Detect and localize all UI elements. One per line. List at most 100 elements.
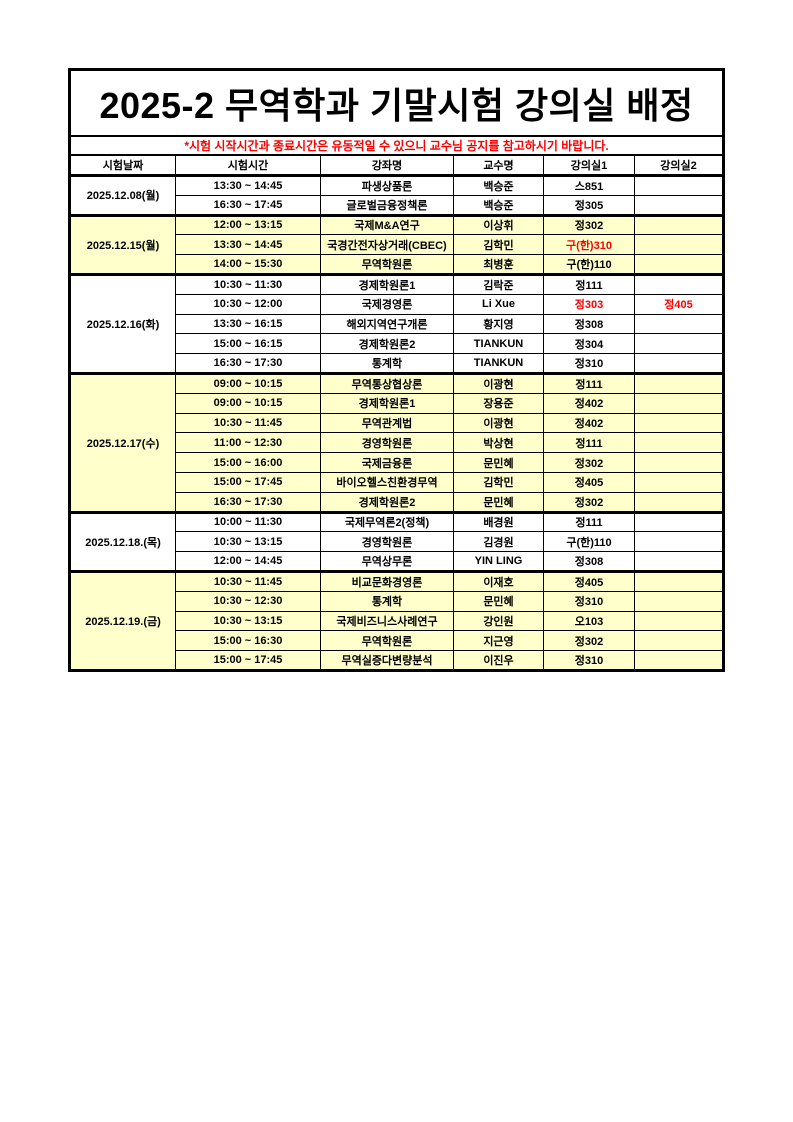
table-row: 10:30 ~ 12:00 국제경영론 Li Xue 정303 정405 — [70, 293, 725, 315]
course-cell: 무역학원론 — [320, 254, 454, 275]
schedule-sheet: 2025-2 무역학과 기말시험 강의실 배정 *시험 시작시간과 종료시간은 … — [68, 68, 726, 672]
table-row: 2025.12.18.(목) 10:00 ~ 11:30 국제무역론2(정책) 배경원… — [69, 510, 725, 572]
room2-cell — [633, 471, 725, 493]
professor-cell: 김경원 — [453, 531, 544, 553]
time-cell: 15:00 ~ 17:45 — [175, 650, 321, 671]
table-row: 15:00 ~ 17:45 무역실증다변량분석 이진우 정310 — [70, 650, 725, 671]
course-cell: 무역학원론 — [320, 630, 454, 652]
time-cell: 15:00 ~ 16:15 — [175, 333, 321, 355]
time-cell: 16:30 ~ 17:30 — [175, 353, 321, 374]
course-cell: 통계학 — [320, 353, 454, 374]
room2-cell — [633, 174, 725, 196]
professor-cell: Li Xue — [453, 293, 544, 315]
room1-cell: 정303 — [543, 293, 635, 315]
table-row: 2025.12.08(월) 13:30 ~ 14:45 파생상품론 백승준 스851 — [69, 174, 725, 216]
professor-cell: 백승준 — [453, 174, 544, 196]
time-cell: 15:00 ~ 17:45 — [175, 471, 321, 493]
course-cell: 무역상무론 — [320, 551, 454, 572]
column-header-3: 교수명 — [453, 154, 544, 177]
date-cell: 2025.12.16(화) — [69, 272, 176, 374]
professor-cell: 김락준 — [453, 272, 544, 295]
room1-cell: 스851 — [543, 174, 635, 196]
table-row: 13:30 ~ 14:45 국경간전자상거래(CBEC) 김학민 구(한)310 — [70, 234, 725, 256]
room1-cell: 구(한)110 — [543, 531, 635, 553]
notice-row: *시험 시작시간과 종료시간은 유동적일 수 있으니 교수님 공지를 참고하시기… — [68, 135, 725, 156]
time-cell: 12:00 ~ 13:15 — [175, 213, 321, 236]
time-cell: 10:30 ~ 12:30 — [175, 590, 321, 612]
professor-cell: 이상휘 — [453, 213, 544, 236]
table-row: 15:00 ~ 17:45 바이오헬스친환경무역 김학민 정405 — [70, 471, 725, 493]
date-cell: 2025.12.18.(목) — [69, 510, 176, 572]
table-row: 16:30 ~ 17:30 통계학 TIANKUN 정310 — [70, 353, 725, 374]
professor-cell: 장용준 — [453, 392, 544, 414]
room1-cell: 정405 — [543, 471, 635, 493]
date-cell: 2025.12.17(수) — [69, 371, 176, 513]
room1-cell: 정310 — [543, 590, 635, 612]
time-cell: 13:30 ~ 14:45 — [175, 174, 321, 196]
room2-cell: 정405 — [633, 293, 725, 315]
date-cell: 2025.12.08(월) — [69, 174, 176, 216]
professor-cell: 백승준 — [453, 194, 544, 216]
room1-cell: 정305 — [543, 194, 635, 216]
room2-cell — [633, 569, 725, 592]
time-cell: 10:30 ~ 11:30 — [175, 272, 321, 295]
time-cell: 10:30 ~ 13:15 — [175, 531, 321, 553]
table-row: 10:30 ~ 11:45 무역관계법 이광현 정402 — [70, 412, 725, 434]
room2-cell — [633, 432, 725, 454]
room1-cell: 정302 — [543, 491, 635, 513]
professor-cell: 황지영 — [453, 313, 544, 335]
time-cell: 16:30 ~ 17:45 — [175, 194, 321, 216]
time-cell: 14:00 ~ 15:30 — [175, 254, 321, 275]
room2-cell — [633, 353, 725, 374]
room1-cell: 정302 — [543, 630, 635, 652]
title-row: 2025-2 무역학과 기말시험 강의실 배정 — [68, 69, 725, 137]
professor-cell: 이광현 — [453, 412, 544, 434]
course-cell: 무역통상협상론 — [320, 371, 454, 394]
time-cell: 15:00 ~ 16:30 — [175, 630, 321, 652]
room2-cell — [633, 412, 725, 434]
room1-cell: 정402 — [543, 412, 635, 434]
professor-cell: 박상현 — [453, 432, 544, 454]
room1-cell: 정310 — [543, 650, 635, 671]
room2-cell — [633, 630, 725, 652]
table-row: 15:00 ~ 16:00 국제금융론 문민혜 정302 — [70, 452, 725, 473]
professor-cell: 지근영 — [453, 630, 544, 652]
room1-cell: 정302 — [543, 452, 635, 473]
time-cell: 10:30 ~ 12:00 — [175, 293, 321, 315]
course-cell: 경제학원론2 — [320, 491, 454, 513]
room2-cell — [633, 551, 725, 572]
time-cell: 13:30 ~ 16:15 — [175, 313, 321, 335]
table-row: 2025.12.19.(금) 10:30 ~ 11:45 비교문화경영론 이재호 정40… — [69, 569, 725, 671]
room2-cell — [633, 590, 725, 612]
room1-cell: 구(한)310 — [543, 234, 635, 256]
time-cell: 10:30 ~ 11:45 — [175, 412, 321, 434]
professor-cell: 문민혜 — [453, 590, 544, 612]
table-row: 15:00 ~ 16:15 경제학원론2 TIANKUN 정304 — [70, 333, 725, 355]
notice-text: *시험 시작시간과 종료시간은 유동적일 수 있으니 교수님 공지를 참고하시기… — [68, 135, 725, 156]
room1-cell: 정405 — [543, 569, 635, 592]
table-row: 10:30 ~ 13:15 국제비즈니스사례연구 강인원 오103 — [70, 610, 725, 632]
table-row: 14:00 ~ 15:30 무역학원론 최병훈 구(한)110 — [70, 254, 725, 275]
header-row: 시험날짜 시험시간 강좌명 교수명 강의실1 강의실2 — [69, 154, 725, 177]
schedule-table: 2025-2 무역학과 기말시험 강의실 배정 *시험 시작시간과 종료시간은 … — [68, 68, 726, 672]
time-cell: 10:00 ~ 11:30 — [175, 510, 321, 533]
course-cell: 경영학원론 — [320, 432, 454, 454]
table-row: 10:30 ~ 12:30 통계학 문민혜 정310 — [70, 590, 725, 612]
time-cell: 13:30 ~ 14:45 — [175, 234, 321, 256]
professor-cell: TIANKUN — [453, 333, 544, 355]
room2-cell — [633, 213, 725, 236]
room1-cell: 정402 — [543, 392, 635, 414]
room2-cell — [633, 313, 725, 335]
room2-cell — [633, 650, 725, 671]
room2-cell — [633, 610, 725, 632]
course-cell: 글로벌금융정책론 — [320, 194, 454, 216]
course-cell: 비교문화경영론 — [320, 569, 454, 592]
date-cell: 2025.12.19.(금) — [69, 569, 176, 671]
time-cell: 11:00 ~ 12:30 — [175, 432, 321, 454]
room1-cell: 구(한)110 — [543, 254, 635, 275]
professor-cell: 배경원 — [453, 510, 544, 533]
room1-cell: 정111 — [543, 371, 635, 394]
table-row: 16:30 ~ 17:30 경제학원론2 문민혜 정302 — [70, 491, 725, 513]
schedule-body: 2025.12.08(월) 13:30 ~ 14:45 파생상품론 백승준 스851 16… — [69, 174, 725, 671]
